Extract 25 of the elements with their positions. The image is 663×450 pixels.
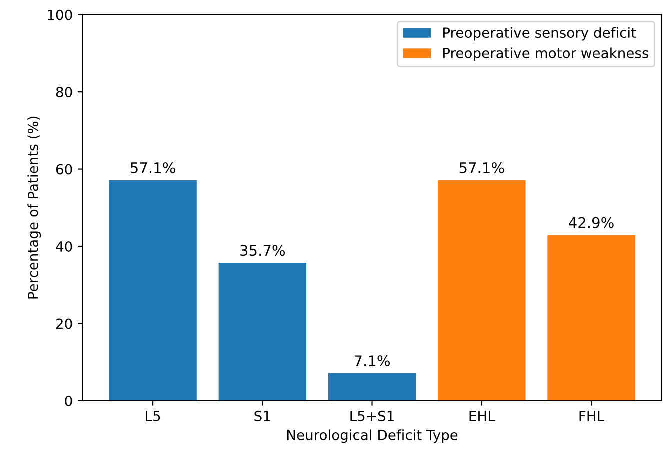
x-tick-label: L5 — [146, 411, 160, 422]
x-tick-label: FHL — [580, 411, 605, 422]
legend-label: Preoperative sensory deficit — [444, 27, 636, 41]
data-label: 35.7% — [240, 245, 286, 256]
y-tick-label: 20 — [56, 318, 72, 330]
bar — [328, 374, 416, 401]
data-label: 57.1% — [130, 162, 176, 174]
y-tick-label: 100 — [48, 10, 72, 20]
bar — [218, 263, 306, 401]
y-tick-label: 0 — [65, 396, 72, 406]
data-label: 7.1% — [354, 356, 390, 367]
x-axis-title: Neurological Deficit Type — [287, 430, 458, 444]
legend-label: Preoperative motor weakness — [444, 48, 648, 62]
y-tick-label: 80 — [56, 87, 72, 98]
bar — [548, 235, 636, 401]
y-tick-label: 40 — [56, 241, 72, 252]
data-label: 42.9% — [569, 217, 614, 228]
bar — [109, 180, 197, 401]
data-label: 57.1% — [460, 162, 504, 174]
y-tick-label: 60 — [56, 164, 72, 175]
x-tick-label: EHL — [470, 411, 496, 422]
x-tick-label: L5+S1 — [350, 410, 394, 422]
bar — [438, 180, 526, 401]
x-tick-label: S1 — [254, 410, 270, 422]
y-axis-title: Percentage of Patients (%) — [28, 116, 42, 299]
